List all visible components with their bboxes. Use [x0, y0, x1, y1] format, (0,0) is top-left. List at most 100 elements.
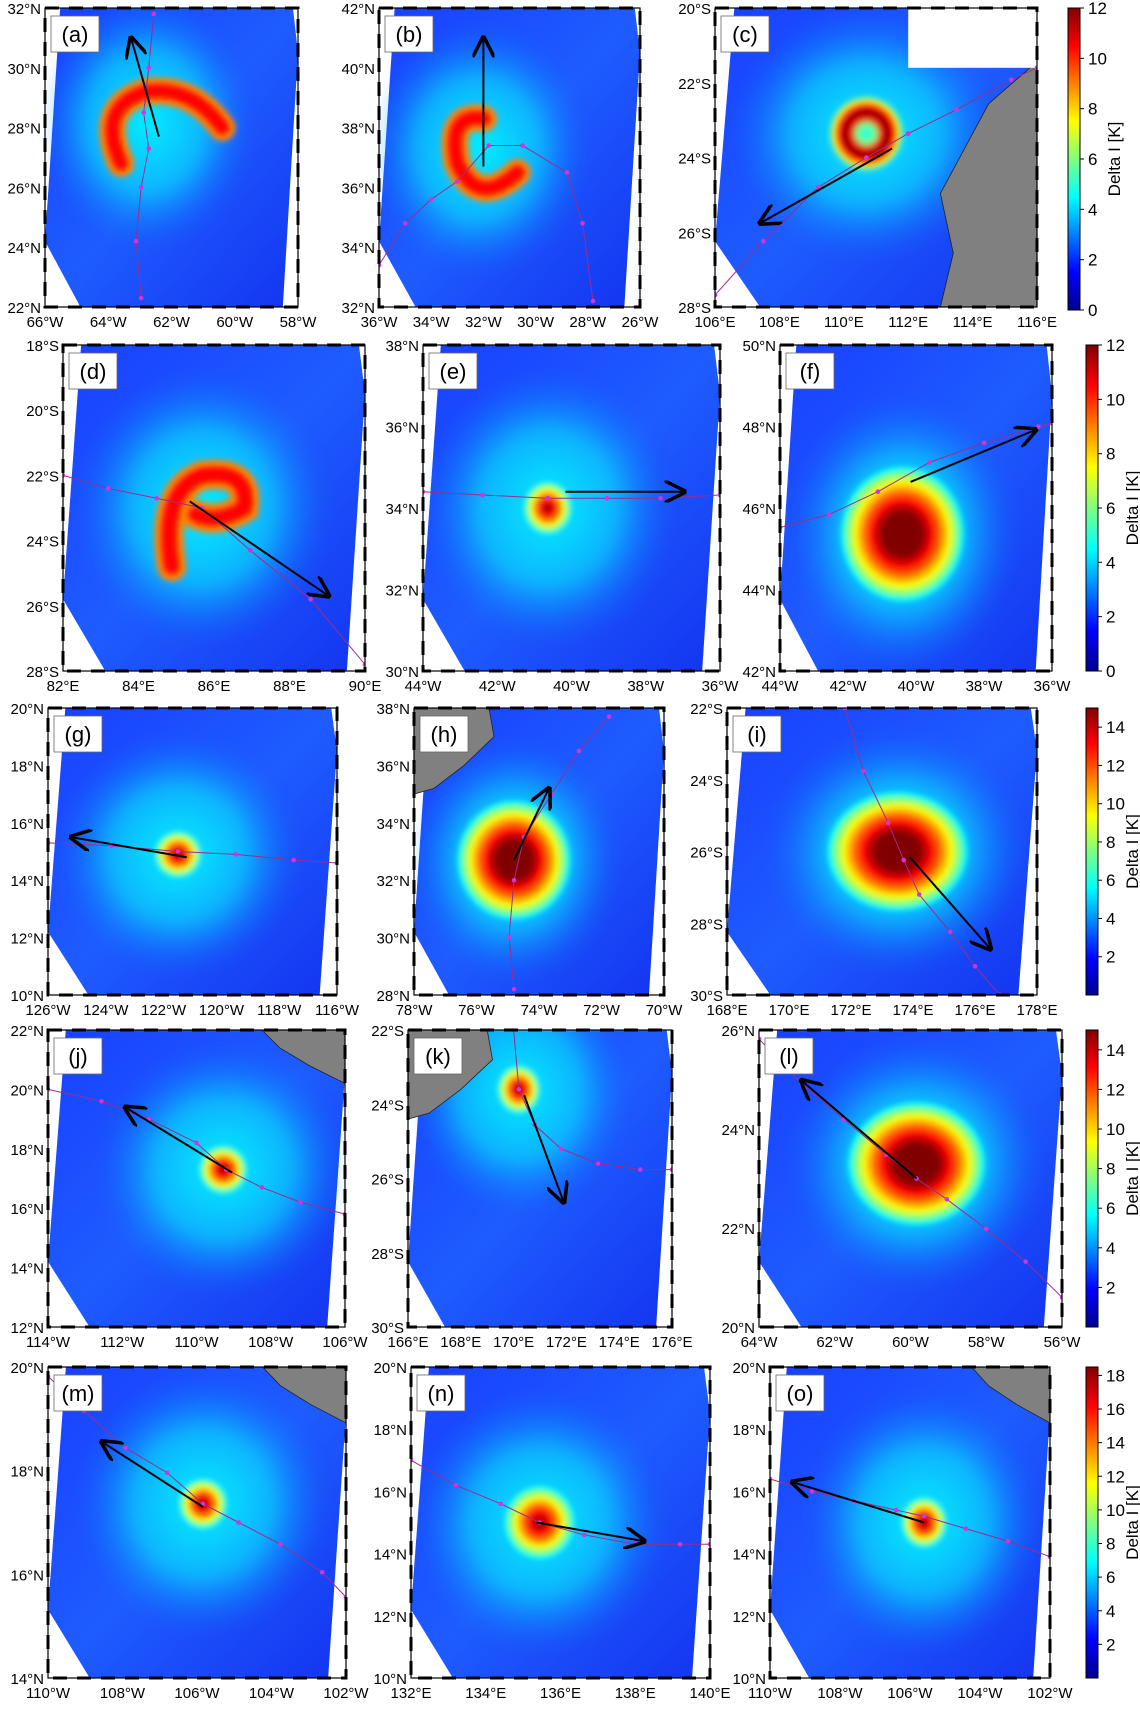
latitude-tick-label: 32°N [376, 873, 410, 890]
longitude-tick-label: 106°E [694, 314, 735, 331]
latitude-tick-label: 20°N [10, 1360, 44, 1377]
latitude-tick-label: 38°N [376, 701, 410, 718]
latitude-tick-label: 46°N [742, 501, 776, 518]
longitude-tick-label: 174°E [599, 1334, 640, 1351]
latitude-tick-label: 30°S [371, 1320, 404, 1337]
longitude-tick-label: 108°W [817, 1685, 863, 1702]
storm-track [48, 842, 337, 864]
longitude-tick-label: 86°E [198, 678, 231, 695]
latitude-tick-label: 22°S [678, 76, 711, 93]
colorbar: 2 4 6 8 10 12 14 Delta I [K] [1085, 1029, 1140, 1328]
panel-label-box [775, 1374, 825, 1412]
storm-motion-arrow [189, 500, 329, 596]
track-point [1005, 1538, 1011, 1544]
latitude-tick-label: 28°S [690, 916, 723, 933]
latitude-tick-label: 12°N [10, 1320, 44, 1337]
longitude-tick-label: 176°E [954, 1002, 995, 1019]
panel-label: (j) [68, 1044, 88, 1069]
latitude-tick-label: 30°N [7, 61, 41, 78]
longitude-tick-label: 110°W [748, 1685, 793, 1702]
panel-label-box [416, 1374, 466, 1412]
track-point [99, 1098, 104, 1104]
latitude-tick-label: 12°N [732, 1609, 766, 1626]
longitude-tick-label: 62°W [153, 314, 191, 331]
track-point [1023, 1259, 1028, 1264]
panel-label: (n) [428, 1381, 455, 1406]
storm-motion-arrow [102, 1442, 204, 1508]
colorbar-tick-label: 4 [1106, 1602, 1115, 1621]
panel-label-box [53, 1374, 103, 1412]
latitude-tick-label: 42°N [341, 1, 375, 18]
longitude-tick-label: 84°E [122, 678, 155, 695]
track-point [826, 512, 832, 517]
latitude-tick-label: 28°S [26, 664, 59, 681]
colorbar: 2 4 6 8 10 12 14 16 18 Delta I [K] [1085, 1366, 1140, 1679]
track-point [236, 1520, 242, 1525]
latitude-tick-label: 14°N [732, 1547, 766, 1564]
track-point [453, 1482, 459, 1488]
track-point [564, 170, 570, 175]
colorbar-tick-label: 4 [1106, 1239, 1115, 1258]
longitude-tick-label: 118°W [257, 1002, 302, 1019]
latitude-tick-label: 20°N [10, 701, 44, 718]
colorbar-tick-label: 6 [1106, 1568, 1115, 1587]
track-point [595, 1161, 601, 1166]
latitude-tick-label: 18°N [10, 1464, 44, 1481]
longitude-tick-label: 170°E [493, 1334, 534, 1351]
colorbar-tick-label: 2 [1106, 1635, 1115, 1654]
latitude-tick-label: 48°N [742, 420, 776, 437]
land-mass [261, 1030, 345, 1084]
longitude-tick-label: 168°E [440, 1334, 481, 1351]
latitude-tick-label: 30°S [690, 988, 723, 1005]
track-point [233, 852, 239, 857]
latitude-tick-label: 24°S [678, 151, 711, 168]
colorbar-tick-label: 10 [1106, 390, 1125, 409]
colorbar-tick-label: 16 [1106, 1400, 1125, 1419]
panel-label-box [785, 352, 835, 390]
latitude-tick-label: 36°N [376, 758, 410, 775]
latitude-tick-label: 44°N [742, 583, 776, 600]
colorbar-tick-label: 12 [1106, 1467, 1125, 1486]
latitude-tick-label: 36°N [385, 420, 419, 437]
colorbar-tick-label: 0 [1106, 662, 1115, 681]
latitude-tick-label: 38°N [385, 338, 419, 355]
track-point [885, 820, 891, 826]
latitude-tick-label: 10°N [732, 1671, 766, 1688]
panel-label-box [413, 1037, 463, 1075]
latitude-tick-label: 30°N [376, 931, 410, 948]
longitude-tick-label: 108°W [100, 1685, 146, 1702]
colorbar-tick-label: 2 [1106, 608, 1115, 627]
latitude-tick-label: 26°S [678, 225, 711, 242]
track-point [194, 1140, 199, 1146]
latitude-tick-label: 36°N [341, 180, 375, 197]
track-point [1008, 77, 1014, 83]
track-point [278, 1541, 283, 1547]
latitude-tick-label: 22°S [690, 701, 723, 718]
map-panel: (h) 28°N 30°N 32°N 34°N 36°N 38°N 78°W 76°W 74°W 7… [376, 701, 683, 1019]
longitude-tick-label: 58°W [968, 1334, 1006, 1351]
longitude-tick-label: 170°E [768, 1002, 809, 1019]
longitude-tick-label: 120°W [199, 1002, 245, 1019]
track-point [486, 143, 491, 148]
latitude-tick-label: 22°N [721, 1221, 755, 1238]
track-point [861, 768, 866, 774]
longitude-tick-label: 66°W [27, 314, 65, 331]
track-point [590, 298, 596, 304]
longitude-tick-label: 74°W [521, 1002, 559, 1019]
latitude-tick-label: 16°N [732, 1484, 766, 1501]
track-point [498, 1501, 504, 1507]
track-point [200, 1501, 206, 1507]
colorbar-gradient [1067, 7, 1081, 311]
storm-track [411, 1459, 710, 1545]
track-point [141, 110, 146, 115]
longitude-tick-label: 108°W [248, 1334, 294, 1351]
panel-label-box [720, 15, 770, 53]
longitude-tick-label: 172°E [546, 1334, 587, 1351]
panel-label: (o) [787, 1381, 814, 1406]
panel-label-box [428, 352, 478, 390]
track-point [123, 1445, 128, 1451]
longitude-tick-label: 110°E [824, 314, 864, 331]
storm-warm-core [823, 788, 972, 915]
colorbar-title: Delta I [K] [1105, 122, 1124, 197]
